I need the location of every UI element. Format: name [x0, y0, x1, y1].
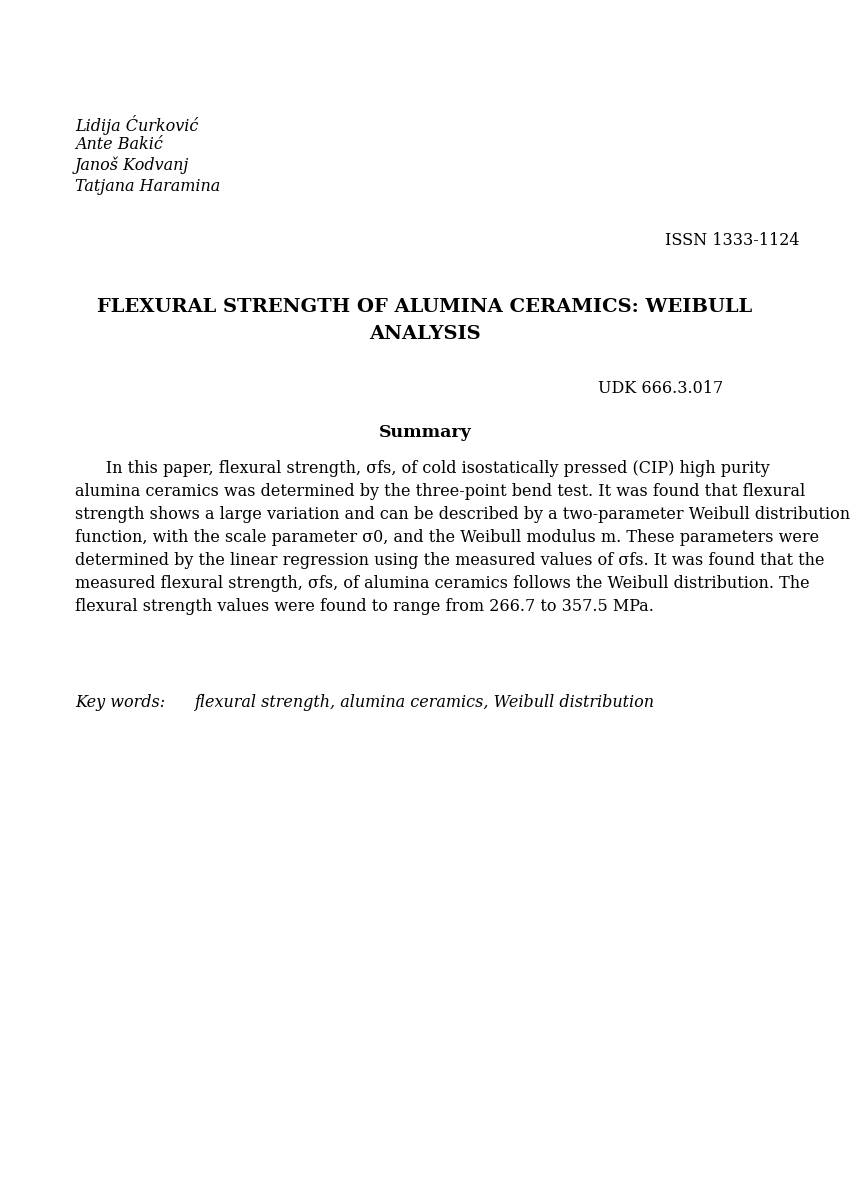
Text: ANALYSIS: ANALYSIS [369, 325, 481, 343]
Text: function, with the scale parameter σ0, and the Weibull modulus m. These paramete: function, with the scale parameter σ0, a… [75, 529, 819, 546]
Text: Key words:: Key words: [75, 694, 165, 711]
Text: measured flexural strength, σfs, of alumina ceramics follows the Weibull distrib: measured flexural strength, σfs, of alum… [75, 575, 809, 592]
Text: alumina ceramics was determined by the three-point bend test. It was found that : alumina ceramics was determined by the t… [75, 482, 805, 500]
Text: Janoš Kodvanj: Janoš Kodvanj [75, 158, 190, 174]
Text: ISSN 1333-1124: ISSN 1333-1124 [665, 232, 800, 249]
Text: strength shows a large variation and can be described by a two-parameter Weibull: strength shows a large variation and can… [75, 506, 850, 523]
Text: determined by the linear regression using the measured values of σfs. It was fou: determined by the linear regression usin… [75, 552, 824, 569]
Text: flexural strength, alumina ceramics, Weibull distribution: flexural strength, alumina ceramics, Wei… [195, 694, 655, 711]
Text: FLEXURAL STRENGTH OF ALUMINA CERAMICS: WEIBULL: FLEXURAL STRENGTH OF ALUMINA CERAMICS: W… [98, 298, 752, 316]
Text: Tatjana Haramina: Tatjana Haramina [75, 178, 220, 195]
Text: In this paper, flexural strength, σfs, of cold isostatically pressed (CIP) high : In this paper, flexural strength, σfs, o… [75, 460, 770, 478]
Text: UDK 666.3.017: UDK 666.3.017 [598, 380, 723, 397]
Text: Summary: Summary [378, 423, 472, 442]
Text: Ante Bakić: Ante Bakić [75, 136, 163, 153]
Text: flexural strength values were found to range from 266.7 to 357.5 MPa.: flexural strength values were found to r… [75, 598, 654, 615]
Text: Lidija Ćurković: Lidija Ćurković [75, 115, 198, 135]
